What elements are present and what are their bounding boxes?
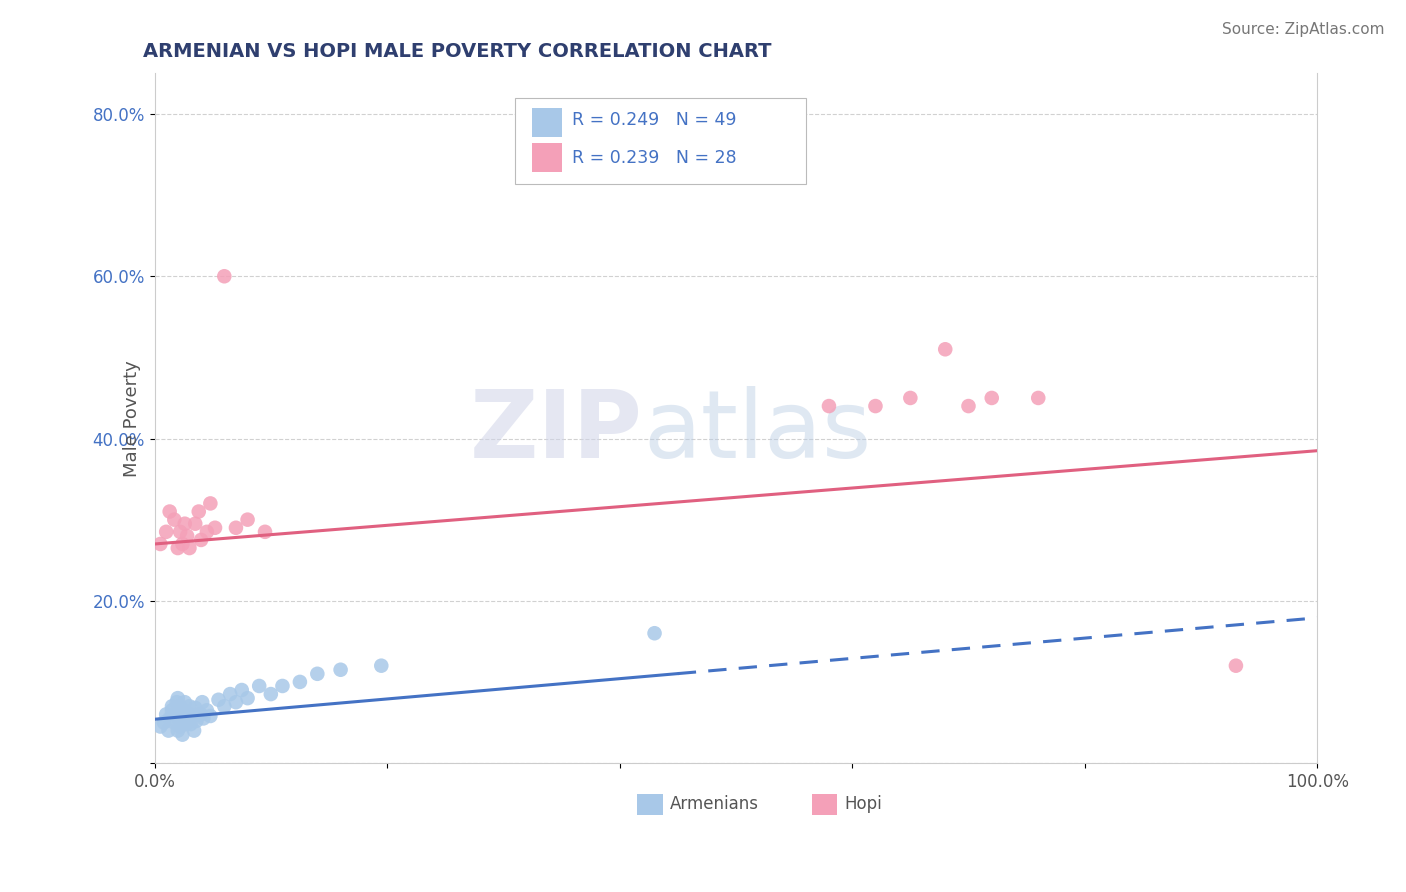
Point — [190, 707, 212, 722]
Text: ARMENIAN VS HOPI MALE POVERTY CORRELATION CHART: ARMENIAN VS HOPI MALE POVERTY CORRELATIO… — [143, 42, 772, 61]
Point — [172, 537, 194, 551]
Point — [236, 691, 259, 706]
Point — [155, 524, 177, 539]
Point — [370, 658, 392, 673]
Point — [236, 513, 259, 527]
Point — [247, 679, 270, 693]
Point — [957, 399, 980, 413]
Point — [207, 692, 229, 706]
Point — [160, 699, 183, 714]
Text: Source: ZipAtlas.com: Source: ZipAtlas.com — [1222, 22, 1385, 37]
Point — [160, 703, 183, 717]
Point — [180, 717, 202, 731]
Point — [176, 529, 198, 543]
Text: R = 0.249   N = 49: R = 0.249 N = 49 — [572, 111, 737, 129]
Point — [253, 524, 276, 539]
Point — [179, 711, 201, 725]
Point — [184, 516, 207, 531]
Point — [865, 399, 887, 413]
Point — [1225, 658, 1247, 673]
Point — [214, 269, 236, 284]
Point — [166, 541, 188, 555]
Point — [818, 399, 841, 413]
Point — [190, 533, 212, 547]
Point — [225, 695, 247, 709]
Text: R = 0.239   N = 28: R = 0.239 N = 28 — [572, 149, 737, 167]
Point — [187, 707, 209, 722]
Point — [1026, 391, 1049, 405]
Point — [172, 728, 194, 742]
Point — [157, 723, 180, 738]
Point — [271, 679, 294, 693]
Bar — [533, 144, 561, 172]
Point — [980, 391, 1002, 405]
Point — [181, 709, 204, 723]
Point — [260, 687, 283, 701]
Point — [173, 711, 195, 725]
Point — [186, 714, 208, 728]
Bar — [811, 794, 837, 814]
Point — [153, 715, 176, 730]
Point — [184, 701, 207, 715]
Point — [183, 723, 205, 738]
FancyBboxPatch shape — [515, 97, 806, 184]
Point — [167, 711, 190, 725]
Point — [644, 626, 666, 640]
Point — [165, 707, 187, 722]
Point — [195, 524, 218, 539]
Text: Armenians: Armenians — [669, 796, 759, 814]
Point — [170, 707, 193, 722]
Point — [179, 699, 201, 714]
Point — [163, 715, 186, 730]
Point — [173, 516, 195, 531]
Point — [166, 723, 188, 738]
Bar — [533, 108, 561, 136]
Point — [179, 541, 201, 555]
Text: atlas: atlas — [643, 386, 872, 478]
Point — [173, 695, 195, 709]
Point — [204, 521, 226, 535]
Bar — [637, 794, 662, 814]
Point — [166, 691, 188, 706]
Point — [169, 524, 191, 539]
Point — [231, 683, 253, 698]
Point — [149, 720, 172, 734]
Point — [934, 343, 956, 357]
Point — [169, 720, 191, 734]
Point — [225, 521, 247, 535]
Point — [214, 699, 236, 714]
Point — [159, 711, 181, 725]
Point — [898, 391, 921, 405]
Point — [200, 709, 222, 723]
Point — [169, 699, 191, 714]
Point — [163, 513, 186, 527]
Point — [191, 695, 214, 709]
Point — [176, 706, 198, 720]
Point — [155, 707, 177, 722]
Text: ZIP: ZIP — [470, 386, 643, 478]
Y-axis label: Male Poverty: Male Poverty — [122, 359, 141, 476]
Point — [159, 504, 181, 518]
Point — [174, 717, 197, 731]
Point — [149, 537, 172, 551]
Point — [193, 711, 215, 725]
Point — [288, 674, 311, 689]
Point — [200, 496, 222, 510]
Point — [219, 687, 242, 701]
Point — [307, 666, 329, 681]
Text: Hopi: Hopi — [844, 796, 882, 814]
Point — [187, 504, 209, 518]
Point — [166, 695, 188, 709]
Point — [195, 703, 218, 717]
Point — [173, 703, 195, 717]
Point — [329, 663, 352, 677]
